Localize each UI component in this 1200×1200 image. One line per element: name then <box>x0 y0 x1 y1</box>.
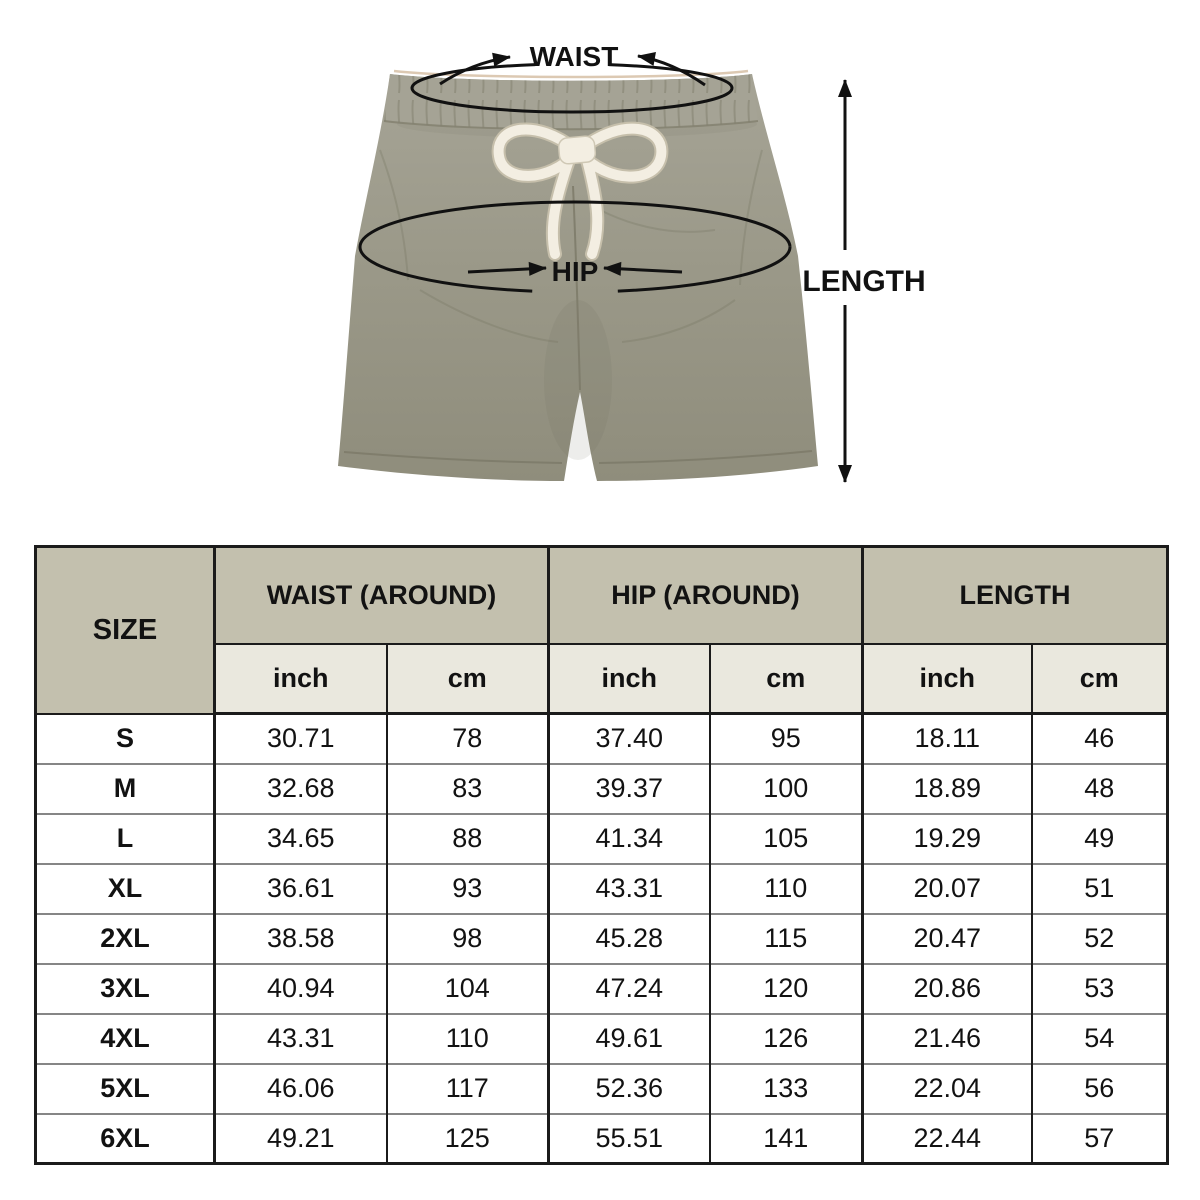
table-row: L 34.65 88 41.34 105 19.29 49 <box>34 812 1168 864</box>
hip-inch-cell: 55.51 <box>547 1112 710 1164</box>
hip-inch-cell: 45.28 <box>547 912 710 964</box>
hip-inch-cell: 43.31 <box>547 862 710 914</box>
length-inch-cell: 20.07 <box>861 862 1032 914</box>
table-row: 2XL 38.58 98 45.28 115 20.47 52 <box>34 912 1168 964</box>
size-cell: L <box>34 812 215 864</box>
hip-cm-cell: 110 <box>708 862 863 914</box>
hip-group-header: HIP (AROUND) <box>547 546 863 645</box>
hip-cm-cell: 95 <box>708 713 863 764</box>
waist-inch-cell: 43.31 <box>213 1012 387 1064</box>
waist-cm-cell: 110 <box>385 1012 549 1064</box>
unit-header-length-cm: cm <box>1030 643 1168 715</box>
length-inch-cell: 21.46 <box>861 1012 1032 1064</box>
hip-inch-cell: 41.34 <box>547 812 710 864</box>
length-inch-cell: 18.89 <box>861 762 1032 814</box>
waist-cm-cell: 93 <box>385 862 549 914</box>
waist-arrow-right <box>637 52 706 87</box>
hip-inch-cell: 39.37 <box>547 762 710 814</box>
waist-cm-cell: 104 <box>385 962 549 1014</box>
length-cm-cell: 46 <box>1030 713 1168 764</box>
waist-group-header: WAIST (AROUND) <box>212 546 549 645</box>
size-cell: M <box>34 762 215 814</box>
hip-arrow-right <box>603 261 683 276</box>
hip-cm-cell: 133 <box>708 1062 863 1114</box>
size-cell: XL <box>34 862 215 914</box>
size-cell: S <box>34 713 215 764</box>
length-cm-cell: 51 <box>1030 862 1168 914</box>
waist-cm-cell: 83 <box>385 762 549 814</box>
hip-cm-cell: 126 <box>708 1012 863 1064</box>
waist-cm-cell: 88 <box>385 812 549 864</box>
table-row: 4XL 43.31 110 49.61 126 21.46 54 <box>34 1012 1168 1064</box>
length-inch-cell: 18.11 <box>861 713 1032 764</box>
length-inch-cell: 22.04 <box>861 1062 1032 1114</box>
hip-label: HIP <box>552 256 599 287</box>
shorts-illustration: WAIST HIP LENGTH <box>338 41 926 483</box>
length-cm-cell: 54 <box>1030 1012 1168 1064</box>
hip-cm-cell: 115 <box>708 912 863 964</box>
hip-inch-cell: 37.40 <box>547 713 710 764</box>
length-cm-cell: 56 <box>1030 1062 1168 1114</box>
length-inch-cell: 19.29 <box>861 812 1032 864</box>
table-row: 6XL 49.21 125 55.51 141 22.44 57 <box>34 1112 1168 1164</box>
shorts-body <box>338 69 818 481</box>
measurement-diagram: WAIST HIP LENGTH <box>0 0 1200 540</box>
hip-cm-cell: 120 <box>708 962 863 1014</box>
table-row: 3XL 40.94 104 47.24 120 20.86 53 <box>34 962 1168 1014</box>
length-cm-cell: 48 <box>1030 762 1168 814</box>
waistband <box>383 74 759 131</box>
hip-arrow-left <box>467 261 547 276</box>
size-cell: 5XL <box>34 1062 215 1114</box>
measurement-annotations: WAIST HIP LENGTH <box>358 41 926 483</box>
waist-cm-cell: 78 <box>385 713 549 764</box>
length-label: LENGTH <box>802 265 925 298</box>
size-column-header: SIZE <box>34 546 215 715</box>
waist-cm-cell: 98 <box>385 912 549 964</box>
length-group-header: LENGTH <box>861 546 1168 645</box>
size-cell: 6XL <box>34 1112 215 1164</box>
drawstring <box>491 121 669 261</box>
unit-header-length-inch: inch <box>861 643 1032 715</box>
unit-header-hip-inch: inch <box>547 643 710 715</box>
length-cm-cell: 57 <box>1030 1112 1168 1164</box>
table-row: XL 36.61 93 43.31 110 20.07 51 <box>34 862 1168 914</box>
waist-arrow-left <box>439 52 511 86</box>
waist-inch-cell: 49.21 <box>213 1112 387 1164</box>
waist-inch-cell: 30.71 <box>213 713 387 764</box>
waist-inch-cell: 38.58 <box>213 912 387 964</box>
unit-header-waist-cm: cm <box>385 643 549 715</box>
hip-cm-cell: 100 <box>708 762 863 814</box>
waist-ellipse <box>410 62 734 114</box>
hip-cm-cell: 105 <box>708 812 863 864</box>
waist-inch-cell: 40.94 <box>213 962 387 1014</box>
length-inch-cell: 20.47 <box>861 912 1032 964</box>
waist-inch-cell: 46.06 <box>213 1062 387 1114</box>
unit-header-hip-cm: cm <box>708 643 863 715</box>
size-cell: 3XL <box>34 962 215 1014</box>
waist-cm-cell: 117 <box>385 1062 549 1114</box>
waist-inch-cell: 36.61 <box>213 862 387 914</box>
waist-inch-cell: 34.65 <box>213 812 387 864</box>
size-cell: 2XL <box>34 912 215 964</box>
table-row: 5XL 46.06 117 52.36 133 22.04 56 <box>34 1062 1168 1114</box>
hip-inch-cell: 47.24 <box>547 962 710 1014</box>
length-inch-cell: 22.44 <box>861 1112 1032 1164</box>
hip-cm-cell: 141 <box>708 1112 863 1164</box>
table-row: M 32.68 83 39.37 100 18.89 48 <box>34 762 1168 814</box>
length-cm-cell: 49 <box>1030 812 1168 864</box>
length-cm-cell: 52 <box>1030 912 1168 964</box>
table-row: S 30.71 78 37.40 95 18.11 46 <box>34 713 1168 764</box>
waist-label: WAIST <box>530 41 619 72</box>
size-cell: 4XL <box>34 1012 215 1064</box>
size-table: SIZE WAIST (AROUND) HIP (AROUND) LENGTH … <box>34 545 1170 1165</box>
hip-inch-cell: 52.36 <box>547 1062 710 1114</box>
unit-header-waist-inch: inch <box>213 643 387 715</box>
hip-ellipse <box>358 200 792 294</box>
length-cm-cell: 53 <box>1030 962 1168 1014</box>
hip-inch-cell: 49.61 <box>547 1012 710 1064</box>
length-inch-cell: 20.86 <box>861 962 1032 1014</box>
waist-cm-cell: 125 <box>385 1112 549 1164</box>
waist-inch-cell: 32.68 <box>213 762 387 814</box>
